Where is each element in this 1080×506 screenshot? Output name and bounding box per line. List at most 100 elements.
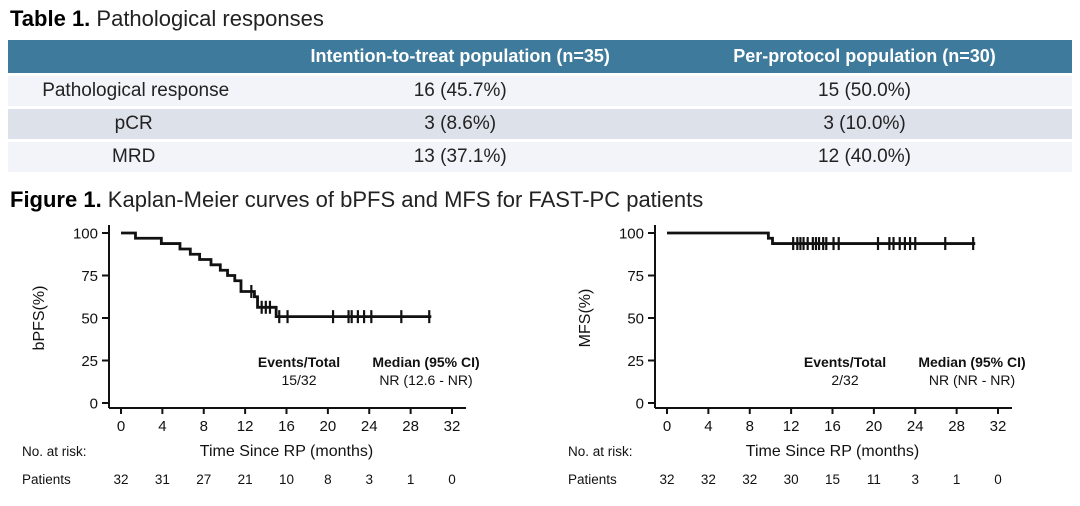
y-tick-label: 75 xyxy=(627,268,644,285)
x-tick-label: 16 xyxy=(824,418,841,435)
document: Table 1. Pathological responses Intentio… xyxy=(0,6,1080,506)
risk-count: 10 xyxy=(279,472,294,487)
censor-ticks xyxy=(792,237,975,251)
cell-pp-value: 3 (10.0%) xyxy=(823,113,906,134)
km-curve xyxy=(667,231,976,245)
risk-count: 32 xyxy=(742,472,757,487)
y-tick-label: 50 xyxy=(627,311,644,328)
x-axis: 0 4 8 12 16 20 24 28 32 xyxy=(109,407,466,435)
table-row: Pathological response 16 (45.7%) 15 (50.0%… xyxy=(8,76,1072,106)
risk-count: 32 xyxy=(659,472,674,487)
y-tick-label: 100 xyxy=(73,226,98,243)
x-tick-label: 12 xyxy=(237,418,254,435)
risk-count: 31 xyxy=(155,472,170,487)
y-tick-label: 75 xyxy=(81,268,98,285)
median-ci-label: Median (95% CI) xyxy=(918,354,1025,370)
figure-title: Figure 1. Kaplan-Meier curves of bPFS an… xyxy=(10,187,1080,213)
x-tick-label: 24 xyxy=(361,418,378,435)
table-header-row: Intention-to-treat population (n=35) Per… xyxy=(8,40,1072,73)
risk-count: 27 xyxy=(196,472,211,487)
x-tick-label: 20 xyxy=(320,418,337,435)
risk-count: 1 xyxy=(953,472,961,487)
median-ci-label: Median (95% CI) xyxy=(372,354,479,370)
risk-count: 32 xyxy=(113,472,128,487)
x-tick-label: 0 xyxy=(663,418,671,435)
km-curve xyxy=(121,231,432,319)
x-tick-label: 12 xyxy=(783,418,800,435)
risk-header: No. at risk: xyxy=(568,444,633,459)
y-tick-label: 0 xyxy=(636,396,644,413)
risk-count: 0 xyxy=(994,472,1002,487)
events-total-label: Events/Total xyxy=(258,354,340,370)
events-total-value: 15/32 xyxy=(281,372,316,388)
y-tick-label: 50 xyxy=(81,311,98,328)
annotations: Events/Total 15/32 Median (95% CI) NR (12.6… xyxy=(258,354,480,388)
table-row: pCR 3 (8.6%) 3 (10.0%) xyxy=(8,109,1072,139)
x-tick-label: 8 xyxy=(200,418,208,435)
figure-title-prefix: Figure 1. xyxy=(10,187,102,212)
y-axis-label: bPFS(%) xyxy=(31,286,48,351)
header-cell-empty xyxy=(8,40,264,73)
risk-count: 32 xyxy=(701,472,716,487)
annotations: Events/Total 2/32 Median (95% CI) NR (NR - … xyxy=(804,354,1026,388)
x-tick-label: 16 xyxy=(278,418,295,435)
risk-count: 21 xyxy=(238,472,253,487)
risk-table: No. at risk: Patients 32 32 32 30 15 11 3 1 0 xyxy=(568,444,1002,487)
km-plot-mfs: 0 25 50 75 100 0 4 8 12 16 20 24 28 32 MFS(%) Events/To… xyxy=(568,225,1026,487)
row-label: Pathological response xyxy=(42,80,230,101)
y-tick-label: 25 xyxy=(627,353,644,370)
figure-row: 0 25 50 75 100 0 4 8 12 16 20 24 28 32 bPFS(%) Events/T… xyxy=(0,215,1080,493)
x-tick-label: 32 xyxy=(990,418,1007,435)
risk-count: 11 xyxy=(867,472,881,487)
cell-itt-value: 13 (37.1%) xyxy=(413,146,507,167)
y-tick-label: 25 xyxy=(81,353,98,370)
y-axis: 0 25 50 75 100 xyxy=(619,225,656,413)
risk-header: No. at risk: xyxy=(22,444,87,459)
risk-count: 1 xyxy=(407,472,415,487)
risk-row-label: Patients xyxy=(22,472,71,487)
figure-title-text: Kaplan-Meier curves of bPFS and MFS for … xyxy=(101,187,704,212)
x-tick-label: 28 xyxy=(948,418,965,435)
cell-pp-value: 15 (50.0%) xyxy=(818,80,911,101)
risk-count: 3 xyxy=(911,472,919,487)
y-axis: 0 25 50 75 100 xyxy=(73,225,110,413)
row-label: MRD xyxy=(112,146,156,167)
x-tick-label: 32 xyxy=(444,418,461,435)
events-total-value: 2/32 xyxy=(831,372,858,388)
x-axis-label: Time Since RP (months) xyxy=(200,443,373,460)
table-body: Pathological response 16 (45.7%) 15 (50.0%… xyxy=(8,76,1072,172)
table-title: Table 1. Pathological responses xyxy=(10,6,1080,32)
y-axis-label: MFS(%) xyxy=(577,289,594,348)
risk-count: 30 xyxy=(784,472,799,487)
x-tick-label: 24 xyxy=(907,418,924,435)
x-tick-label: 28 xyxy=(402,418,419,435)
x-tick-label: 8 xyxy=(746,418,754,435)
x-tick-label: 4 xyxy=(158,418,166,435)
x-tick-label: 20 xyxy=(866,418,883,435)
table-title-prefix: Table 1. xyxy=(10,6,91,31)
x-axis: 0 4 8 12 16 20 24 28 32 xyxy=(655,407,1012,435)
table-row: MRD 13 (37.1%) 12 (40.0%) xyxy=(8,142,1072,172)
risk-count: 3 xyxy=(365,472,373,487)
table-title-text: Pathological responses xyxy=(90,6,324,31)
censor-ticks xyxy=(250,284,431,324)
x-tick-label: 4 xyxy=(704,418,712,435)
header-cell-itt: Intention-to-treat population (n=35) xyxy=(263,40,658,73)
risk-table: No. at risk:Patients 32 31 27 21 10 8 3 1 0 xyxy=(22,444,456,487)
risk-count: 15 xyxy=(825,472,840,487)
x-axis-label: Time Since RP (months) xyxy=(746,443,919,460)
cell-itt-value: 16 (45.7%) xyxy=(413,80,507,101)
pathological-response-table: Intention-to-treat population (n=35) Per… xyxy=(8,37,1072,175)
cell-pp-value: 12 (40.0%) xyxy=(818,146,911,167)
risk-count: 0 xyxy=(448,472,456,487)
risk-row-label: Patients xyxy=(568,472,617,487)
risk-count: 8 xyxy=(324,472,332,487)
x-tick-label: 0 xyxy=(117,418,125,435)
events-total-label: Events/Total xyxy=(804,354,886,370)
median-ci-value: NR (12.6 - NR) xyxy=(379,372,472,388)
cell-itt-value: 3 (8.6%) xyxy=(424,113,497,134)
median-ci-value: NR (NR - NR) xyxy=(929,372,1015,388)
header-cell-pp: Per-protocol population (n=30) xyxy=(657,40,1072,73)
y-tick-label: 0 xyxy=(90,396,98,413)
